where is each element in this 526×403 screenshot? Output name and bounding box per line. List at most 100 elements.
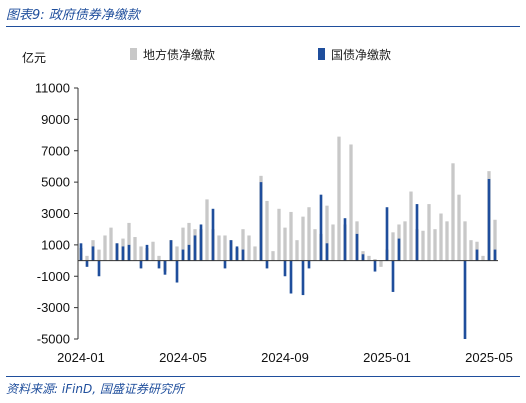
treasury-bond-bar: [475, 249, 479, 261]
treasury-bond-bar: [169, 240, 173, 261]
y-tick-label: 1000: [41, 237, 70, 252]
local-bond-bar: [301, 216, 305, 261]
treasury-bond-bar: [145, 244, 149, 261]
local-bond-bar: [241, 229, 245, 261]
local-bond-bar: [367, 255, 371, 261]
local-bond-bar: [409, 191, 413, 261]
local-bond-bar: [373, 258, 377, 261]
treasury-bond-bar: [493, 249, 497, 261]
local-bond-bar: [217, 235, 221, 261]
local-bond-bar: [265, 200, 269, 261]
local-bond-bar: [223, 235, 227, 261]
treasury-bond-bar: [127, 244, 131, 261]
local-bond-bar: [109, 227, 113, 261]
treasury-bond-bar: [343, 218, 347, 261]
local-bond-bar: [313, 229, 317, 261]
local-bond-bar: [439, 213, 443, 261]
local-bond-bar: [445, 221, 449, 261]
treasury-bond-bar: [97, 260, 101, 277]
local-bond-bar: [151, 241, 155, 261]
treasury-bond-bar: [115, 243, 119, 261]
local-bond-bar: [175, 246, 179, 261]
local-bond-bar: [433, 229, 437, 261]
x-axis: 2024-01 2024-05 2024-09 2025-01 2025-05: [57, 350, 513, 365]
x-tick-label: 2024-09: [261, 350, 309, 365]
local-bond-bar: [247, 235, 251, 261]
treasury-bond-bar: [157, 260, 161, 269]
local-bond-bar: [493, 219, 497, 261]
local-bond-bar: [181, 227, 185, 261]
treasury-bond-bar: [325, 243, 329, 261]
local-bond-bar: [331, 224, 335, 261]
y-tick-label: -3000: [37, 300, 70, 315]
local-bond-bar: [421, 230, 425, 261]
treasury-bond-bar: [385, 207, 389, 261]
treasury-bond-bar: [397, 238, 401, 261]
treasury-bond-bar: [235, 246, 239, 261]
local-bond-bar: [391, 232, 395, 261]
x-tick-label: 2025-01: [363, 350, 411, 365]
local-bond-bar: [127, 222, 131, 261]
local-bond-bar: [469, 240, 473, 261]
treasury-bond-bar: [463, 260, 467, 339]
treasury-bond-series: [79, 178, 497, 339]
legend-label-local-bond: 地方债净缴款: [143, 47, 215, 62]
treasury-bond-bar: [301, 260, 305, 296]
local-bond-bar: [379, 260, 383, 267]
y-axis: 11000 9000 7000 5000 3000 1000 -1000 -3000 -5000: [35, 81, 78, 347]
y-tick-label: -5000: [37, 332, 70, 347]
local-bond-bar: [325, 205, 329, 261]
treasury-bond-bar: [91, 246, 95, 261]
legend-swatch-local-bond: [130, 48, 137, 60]
treasury-bond-bar: [355, 233, 359, 261]
treasury-bond-bar: [139, 260, 143, 269]
local-bond-bar: [307, 207, 311, 261]
treasury-bond-bar: [175, 260, 179, 283]
treasury-bond-bar: [211, 208, 215, 261]
caption-divider: [6, 26, 520, 27]
treasury-bond-bar: [391, 260, 395, 292]
treasury-bond-bar: [193, 235, 197, 261]
y-tick-label: 11000: [35, 81, 70, 96]
local-bond-bar: [451, 163, 455, 261]
figure-caption: 图表9: 政府债券净缴款: [6, 8, 140, 23]
y-tick-label: 5000: [41, 175, 70, 190]
treasury-bond-bar: [121, 246, 125, 261]
axes: [77, 88, 498, 339]
treasury-bond-bar: [289, 260, 293, 294]
y-axis-unit-label: 亿元: [22, 50, 46, 65]
local-bond-bar: [295, 240, 299, 261]
source-divider: [6, 376, 520, 377]
y-tick-label: 3000: [41, 206, 70, 221]
y-tick-label: 7000: [41, 143, 70, 158]
local-bond-bar: [157, 255, 161, 261]
local-bond-bar: [97, 249, 101, 261]
local-bond-bar: [289, 211, 293, 261]
x-tick-label: 2024-05: [159, 350, 207, 365]
treasury-bond-bar: [259, 182, 263, 261]
treasury-bond-bar: [283, 260, 287, 277]
treasury-bond-bar: [181, 249, 185, 261]
local-bond-bar: [283, 227, 287, 261]
local-bond-bar: [253, 246, 257, 261]
local-bond-bar: [457, 194, 461, 261]
local-bond-bar: [427, 204, 431, 261]
treasury-bond-bar: [79, 243, 83, 261]
treasury-bond-bar: [487, 178, 491, 261]
treasury-bond-bar: [163, 260, 167, 275]
x-tick-label: 2025-05: [465, 350, 513, 365]
treasury-bond-bar: [85, 260, 89, 267]
treasury-bond-bar: [373, 260, 377, 272]
y-tick-label: -1000: [37, 269, 70, 284]
local-bond-series: [79, 136, 497, 272]
local-bond-bar: [139, 246, 143, 261]
x-tick-label: 2024-01: [57, 350, 105, 365]
local-bond-bar: [103, 235, 107, 261]
local-bond-bar: [463, 221, 467, 261]
local-bond-bar: [277, 208, 281, 261]
treasury-bond-bar: [223, 260, 227, 269]
treasury-bond-bar: [265, 260, 269, 269]
treasury-bond-bar: [415, 204, 419, 261]
legend-label-treasury-bond: 国债净缴款: [331, 47, 391, 62]
